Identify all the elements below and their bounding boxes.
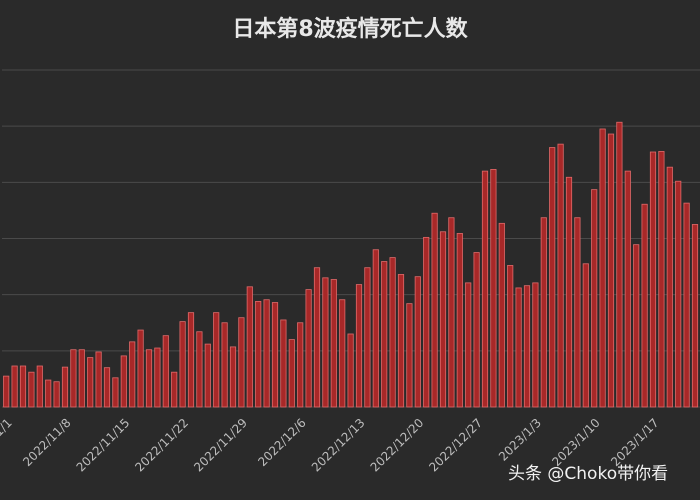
bar bbox=[540, 217, 547, 408]
bar bbox=[364, 267, 371, 408]
bar bbox=[557, 143, 564, 408]
bar bbox=[347, 333, 354, 408]
chart-title: 日本第8波疫情死亡人数 bbox=[232, 16, 468, 42]
bar bbox=[515, 287, 522, 408]
bar bbox=[624, 170, 631, 408]
bar bbox=[129, 341, 136, 408]
bar bbox=[641, 203, 648, 408]
bar bbox=[381, 261, 388, 408]
bar bbox=[288, 339, 295, 408]
bar bbox=[582, 263, 589, 408]
bar bbox=[297, 322, 304, 408]
bar bbox=[263, 299, 270, 408]
bar bbox=[423, 236, 430, 408]
bar bbox=[162, 335, 169, 408]
bar bbox=[355, 284, 363, 408]
bar bbox=[330, 279, 337, 408]
bar bbox=[481, 170, 489, 408]
bar bbox=[322, 277, 329, 408]
bar bbox=[280, 319, 287, 408]
bar bbox=[36, 365, 43, 408]
bar bbox=[498, 222, 505, 408]
bar bbox=[523, 285, 531, 408]
bar bbox=[616, 121, 623, 408]
bar bbox=[448, 217, 455, 408]
bar bbox=[490, 169, 497, 408]
bar bbox=[456, 233, 463, 408]
bar bbox=[414, 276, 421, 408]
bar bbox=[28, 371, 35, 408]
bar bbox=[229, 346, 237, 408]
bar bbox=[112, 377, 119, 408]
bar bbox=[95, 351, 102, 408]
bar bbox=[204, 343, 211, 408]
bar bbox=[313, 267, 321, 408]
bar bbox=[565, 176, 573, 408]
bar bbox=[103, 367, 111, 408]
bar bbox=[45, 379, 52, 408]
bar bbox=[221, 322, 228, 408]
bar bbox=[70, 349, 77, 408]
bar bbox=[532, 282, 539, 408]
bar bbox=[599, 128, 606, 408]
bar bbox=[473, 252, 480, 408]
bar bbox=[549, 147, 556, 408]
bar bbox=[591, 189, 598, 408]
bar bbox=[431, 212, 438, 408]
bar bbox=[397, 274, 405, 408]
bar bbox=[439, 231, 447, 408]
bar bbox=[3, 375, 10, 408]
bar bbox=[271, 302, 279, 408]
bar bbox=[607, 133, 615, 408]
bar bbox=[213, 312, 220, 408]
bar bbox=[171, 371, 178, 408]
bar bbox=[19, 365, 27, 408]
bar bbox=[633, 244, 640, 408]
bar bbox=[649, 151, 657, 408]
bar bbox=[406, 303, 413, 408]
bar bbox=[11, 365, 18, 408]
bar bbox=[61, 366, 69, 408]
bar bbox=[305, 289, 312, 408]
bar bbox=[507, 265, 514, 408]
bar bbox=[691, 224, 699, 408]
bar bbox=[683, 202, 690, 408]
bar bbox=[675, 180, 682, 408]
bar bbox=[465, 282, 472, 408]
bar bbox=[196, 331, 203, 408]
bar bbox=[255, 301, 262, 408]
bar bbox=[154, 347, 161, 408]
bar bbox=[187, 312, 195, 408]
bar bbox=[137, 329, 144, 408]
bar bbox=[339, 299, 346, 408]
bar bbox=[87, 357, 94, 408]
bar bbox=[179, 321, 186, 408]
bar bbox=[666, 166, 673, 408]
watermark: 头条 @Choko带你看 bbox=[508, 464, 668, 484]
bar bbox=[389, 257, 396, 408]
bar bbox=[246, 286, 253, 408]
bar bbox=[145, 349, 153, 408]
bar bbox=[658, 151, 665, 408]
bar bbox=[238, 317, 245, 408]
bar bbox=[78, 349, 85, 408]
bar bbox=[120, 355, 127, 408]
bar bbox=[372, 249, 379, 408]
bar bbox=[53, 381, 60, 408]
bar bbox=[574, 217, 581, 408]
